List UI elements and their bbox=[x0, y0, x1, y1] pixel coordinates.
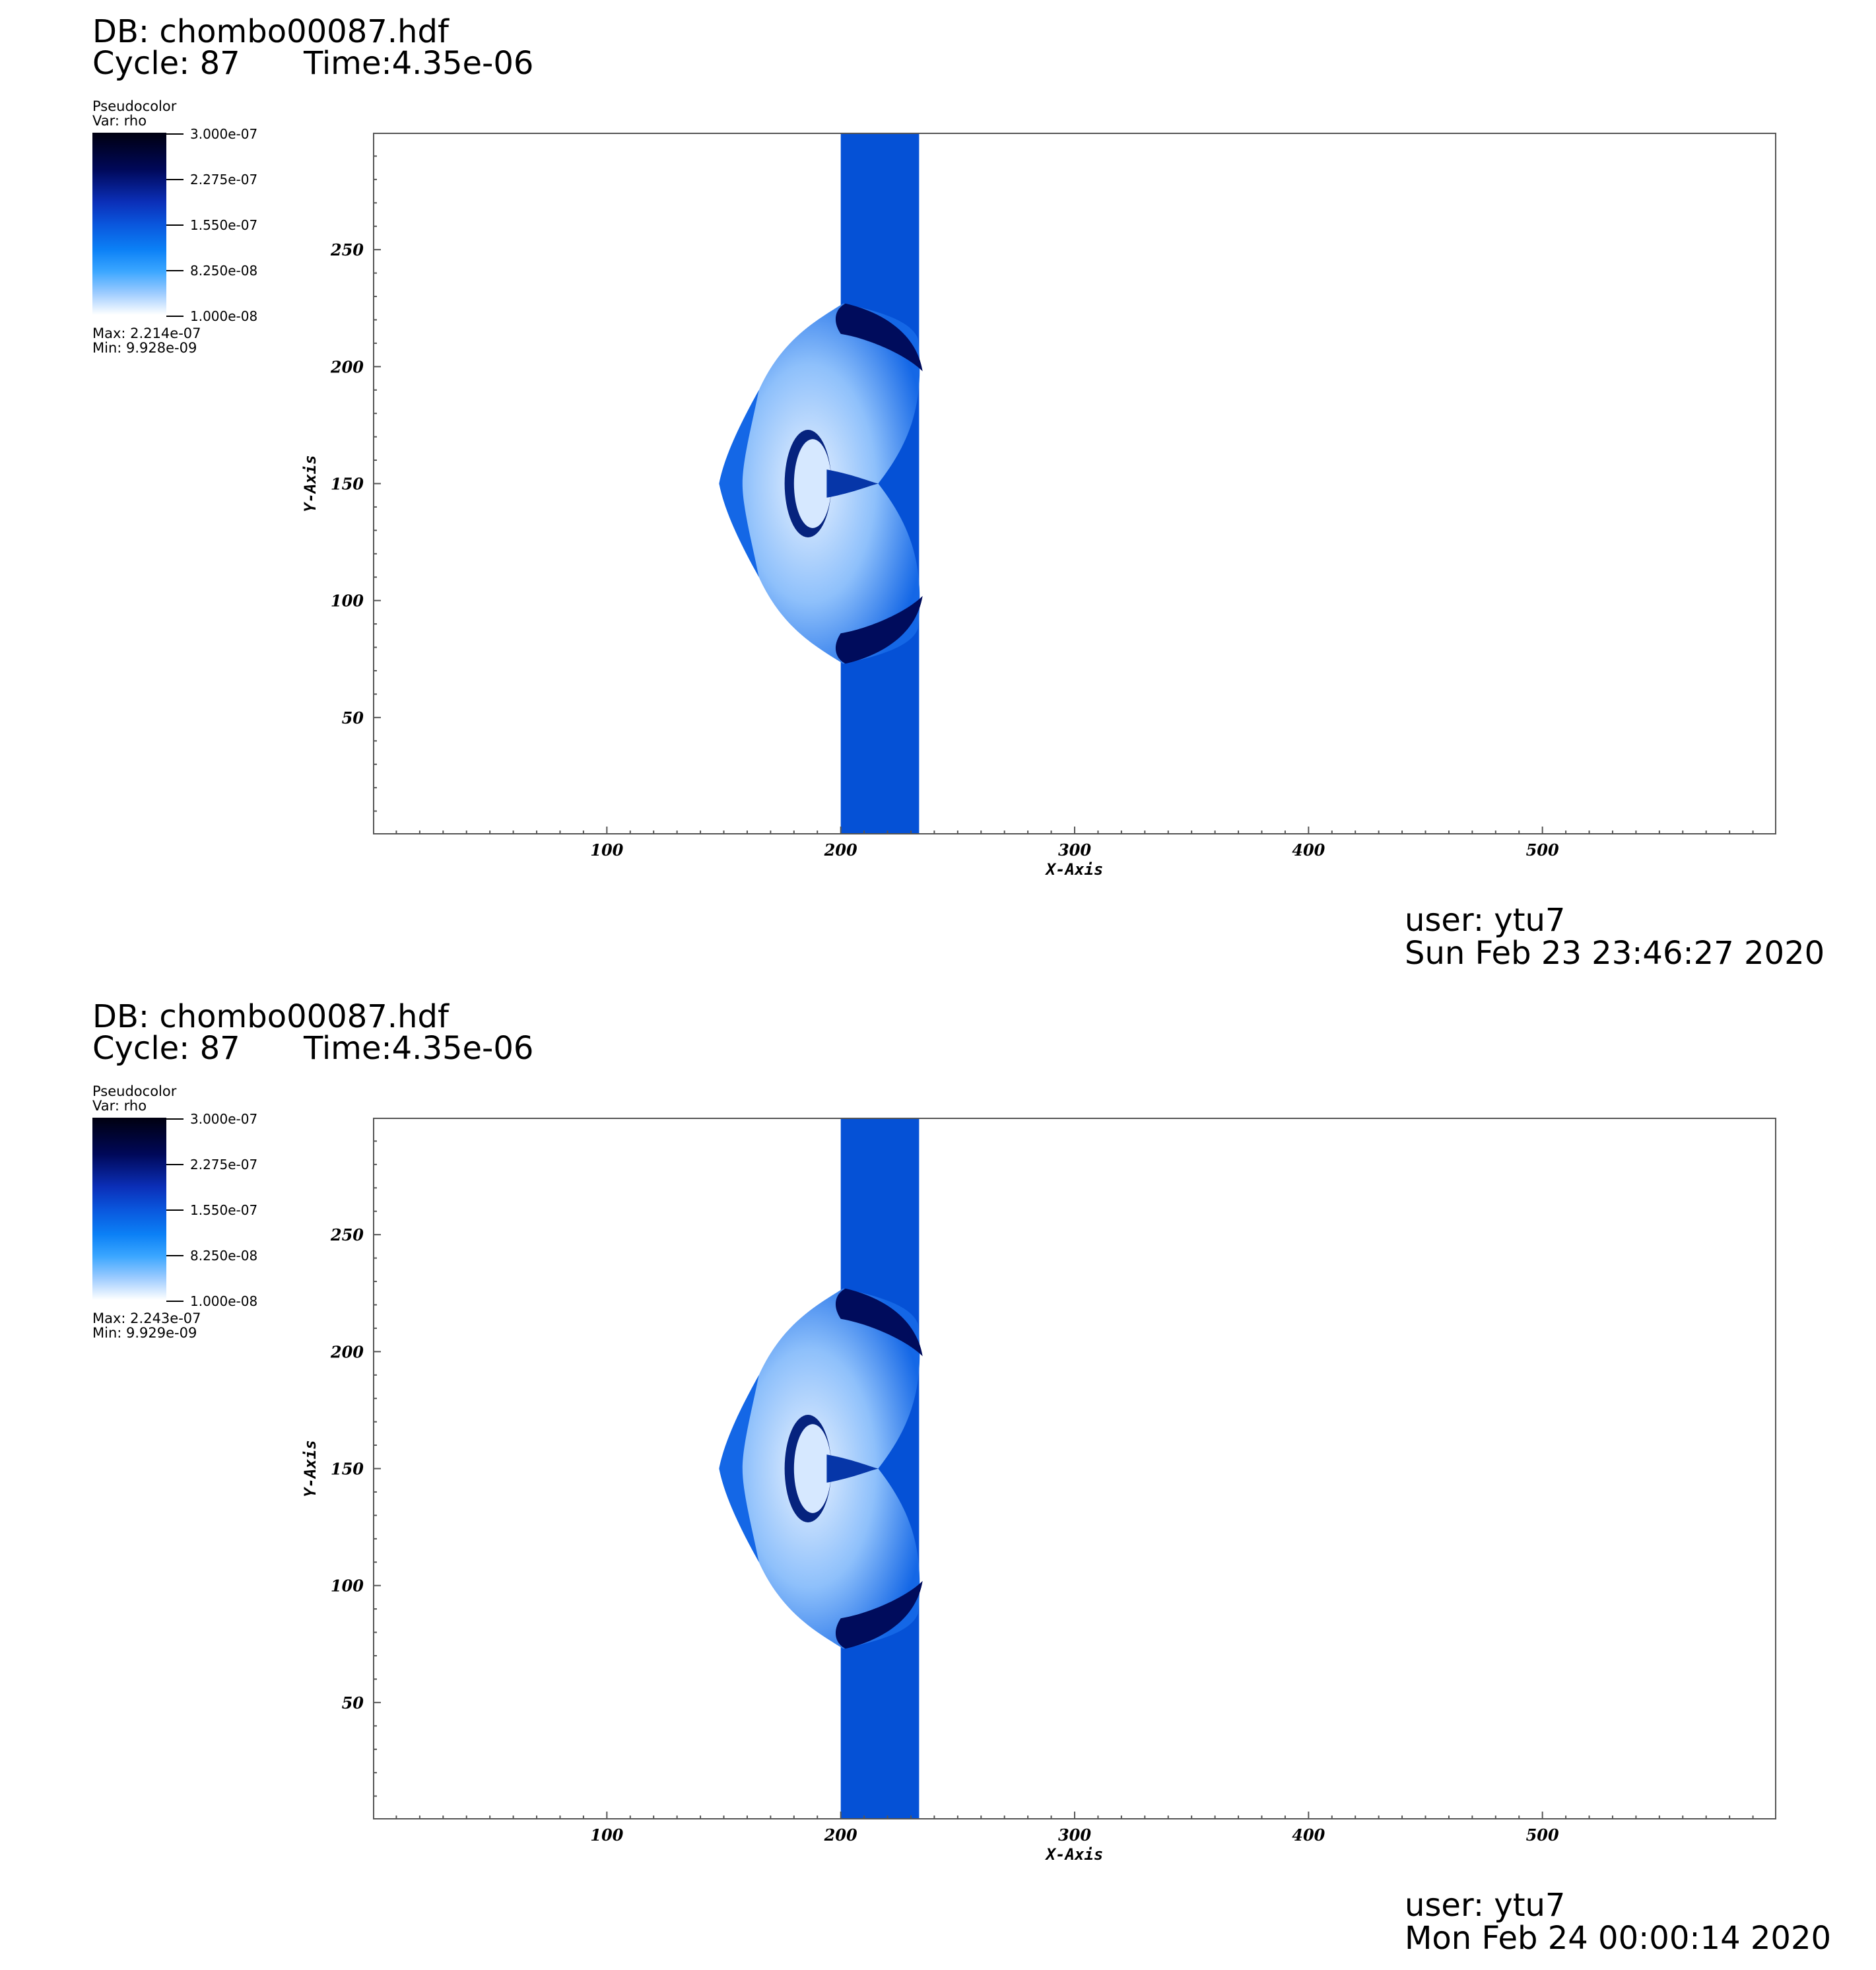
y-axis-title: Y-Axis bbox=[301, 1440, 319, 1497]
y-tick-label: 50 bbox=[342, 708, 364, 728]
colorbar-tick bbox=[166, 1255, 184, 1256]
dense-cap-bottom bbox=[835, 595, 923, 664]
dense-cap-bottom bbox=[835, 1580, 923, 1649]
database-title: DB: chombo00087.hdf bbox=[92, 13, 449, 50]
colorbar-label: 1.550e-07 bbox=[190, 1202, 258, 1218]
colorbar-tick bbox=[166, 179, 184, 180]
legend-variable: Var: rho bbox=[92, 113, 147, 129]
cavity-core bbox=[793, 1424, 832, 1513]
cavity-core bbox=[793, 439, 832, 528]
cycle-label: Cycle: 87 bbox=[92, 1030, 240, 1067]
x-tick-label: 300 bbox=[1058, 840, 1091, 860]
x-tick-label: 500 bbox=[1526, 1825, 1559, 1845]
x-tick-label: 200 bbox=[824, 840, 857, 860]
dense-cap-top bbox=[835, 303, 923, 372]
user-label: user: ytu7 bbox=[1405, 1887, 1566, 1924]
time-label: Time:4.35e-06 bbox=[304, 45, 534, 82]
colorbar-tick bbox=[166, 224, 184, 226]
legend-title: Pseudocolor bbox=[92, 1083, 177, 1099]
user-label: user: ytu7 bbox=[1405, 902, 1566, 939]
dense-cap-top bbox=[835, 1288, 923, 1357]
y-tick-label: 150 bbox=[331, 1460, 364, 1479]
legend-title: Pseudocolor bbox=[92, 98, 177, 114]
y-tick-label: 100 bbox=[331, 592, 364, 611]
legend-min-value: Min: 9.929e-09 bbox=[92, 1325, 197, 1341]
colorbar-label-min: 1.000e-08 bbox=[190, 308, 258, 324]
y-tick-label: 50 bbox=[342, 1693, 364, 1713]
y-tick-label: 100 bbox=[331, 1577, 364, 1596]
y-tick-label: 250 bbox=[330, 1225, 364, 1244]
visit-panel-2: DB: chombo00087.hdf Cycle: 87 Time:4.35e… bbox=[0, 985, 1876, 1970]
x-tick-label: 200 bbox=[824, 1825, 857, 1845]
x-tick-label: 100 bbox=[590, 1825, 623, 1845]
colorbar-label-max: 3.000e-07 bbox=[190, 126, 258, 142]
database-title: DB: chombo00087.hdf bbox=[92, 998, 449, 1035]
colorbar-label-max: 3.000e-07 bbox=[190, 1111, 258, 1127]
colorbar bbox=[92, 1118, 166, 1300]
colorbar-label-min: 1.000e-08 bbox=[190, 1293, 258, 1309]
visit-panel-1: DB: chombo00087.hdf Cycle: 87 Time:4.35e… bbox=[92, 13, 1825, 972]
colorbar-tick bbox=[166, 133, 184, 135]
plot-canvas: 100 200 300 400 500 50 100 150 200 250 X-Axis Y-Axi… bbox=[301, 133, 1754, 879]
legend-max-value: Max: 2.243e-07 bbox=[92, 1310, 201, 1326]
colorbar-label: 8.250e-08 bbox=[190, 1248, 258, 1264]
plot-frame bbox=[373, 133, 1776, 834]
colorbar-tick bbox=[166, 1118, 184, 1120]
bow-rim bbox=[719, 1375, 759, 1563]
x-axis-title: X-Axis bbox=[1045, 860, 1104, 879]
colorbar-label: 2.275e-07 bbox=[190, 172, 258, 187]
x-tick-label: 500 bbox=[1526, 840, 1559, 860]
y-tick-label: 200 bbox=[330, 357, 364, 376]
colorbar-label: 1.550e-07 bbox=[190, 217, 258, 233]
axial-jet bbox=[826, 469, 879, 498]
plot-canvas: 100 200 300 400 500 50 100 150 200 250 X-Axis Y-Axi… bbox=[301, 1118, 1754, 1864]
colorbar-tick bbox=[166, 270, 184, 271]
legend-variable: Var: rho bbox=[92, 1098, 147, 1114]
colorbar-label: 2.275e-07 bbox=[190, 1157, 258, 1172]
y-tick-label: 250 bbox=[330, 240, 364, 259]
bow-rim bbox=[719, 390, 759, 578]
x-axis-title: X-Axis bbox=[1045, 1845, 1104, 1864]
x-tick-label: 300 bbox=[1058, 1825, 1091, 1845]
axial-jet bbox=[826, 1454, 879, 1483]
colorbar-label: 8.250e-08 bbox=[190, 263, 258, 279]
legend-max-value: Max: 2.214e-07 bbox=[92, 325, 201, 341]
colorbar-tick bbox=[166, 1301, 184, 1302]
colorbar bbox=[92, 133, 166, 315]
x-tick-label: 100 bbox=[590, 840, 623, 860]
timestamp-label: Sun Feb 23 23:46:27 2020 bbox=[1405, 935, 1825, 972]
x-tick-label: 400 bbox=[1292, 840, 1325, 860]
plot-frame bbox=[373, 1118, 1776, 1819]
x-tick-label: 400 bbox=[1292, 1825, 1325, 1845]
cycle-label: Cycle: 87 bbox=[92, 45, 240, 82]
legend-min-value: Min: 9.928e-09 bbox=[92, 340, 197, 356]
y-tick-label: 200 bbox=[330, 1342, 364, 1361]
timestamp-label: Mon Feb 24 00:00:14 2020 bbox=[1405, 1920, 1832, 1957]
colorbar-tick bbox=[166, 316, 184, 317]
time-label: Time:4.35e-06 bbox=[304, 1030, 534, 1067]
colorbar-tick bbox=[166, 1164, 184, 1165]
y-axis-title: Y-Axis bbox=[301, 455, 319, 512]
y-tick-label: 150 bbox=[331, 475, 364, 494]
colorbar-tick bbox=[166, 1209, 184, 1211]
